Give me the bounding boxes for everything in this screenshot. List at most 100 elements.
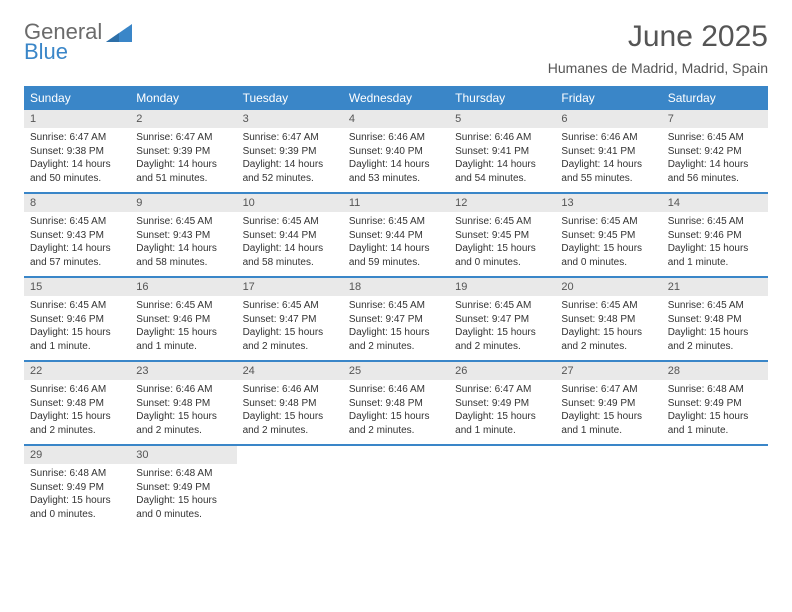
day-body: Sunrise: 6:46 AMSunset: 9:48 PMDaylight:… xyxy=(130,380,236,439)
dow-header: Wednesday xyxy=(343,86,449,110)
day-body: Sunrise: 6:46 AMSunset: 9:41 PMDaylight:… xyxy=(555,128,661,187)
day-number: 5 xyxy=(449,110,555,128)
sunset-text: Sunset: 9:48 PM xyxy=(668,313,762,327)
brand-triangle-icon xyxy=(106,24,132,42)
calendar-cell: 15Sunrise: 6:45 AMSunset: 9:46 PMDayligh… xyxy=(24,278,130,360)
calendar-cell: 10Sunrise: 6:45 AMSunset: 9:44 PMDayligh… xyxy=(237,194,343,276)
sunrise-text: Sunrise: 6:45 AM xyxy=(561,215,655,229)
day-body: Sunrise: 6:46 AMSunset: 9:40 PMDaylight:… xyxy=(343,128,449,187)
calendar-cell: 19Sunrise: 6:45 AMSunset: 9:47 PMDayligh… xyxy=(449,278,555,360)
calendar-cell: 8Sunrise: 6:45 AMSunset: 9:43 PMDaylight… xyxy=(24,194,130,276)
sunset-text: Sunset: 9:40 PM xyxy=(349,145,443,159)
day-number: 27 xyxy=(555,362,661,380)
daylight-text: Daylight: 15 hours and 1 minute. xyxy=(668,410,762,437)
calendar-cell: 12Sunrise: 6:45 AMSunset: 9:45 PMDayligh… xyxy=(449,194,555,276)
calendar-cell: 27Sunrise: 6:47 AMSunset: 9:49 PMDayligh… xyxy=(555,362,661,444)
sunset-text: Sunset: 9:49 PM xyxy=(136,481,230,495)
day-body: Sunrise: 6:47 AMSunset: 9:38 PMDaylight:… xyxy=(24,128,130,187)
day-number: 19 xyxy=(449,278,555,296)
day-number: 8 xyxy=(24,194,130,212)
calendar-cell: 29Sunrise: 6:48 AMSunset: 9:49 PMDayligh… xyxy=(24,446,130,528)
day-number: 17 xyxy=(237,278,343,296)
sunrise-text: Sunrise: 6:45 AM xyxy=(243,299,337,313)
day-number: 13 xyxy=(555,194,661,212)
sunrise-text: Sunrise: 6:47 AM xyxy=(455,383,549,397)
daylight-text: Daylight: 14 hours and 53 minutes. xyxy=(349,158,443,185)
day-body: Sunrise: 6:45 AMSunset: 9:48 PMDaylight:… xyxy=(555,296,661,355)
calendar-cell: 14Sunrise: 6:45 AMSunset: 9:46 PMDayligh… xyxy=(662,194,768,276)
sunrise-text: Sunrise: 6:47 AM xyxy=(561,383,655,397)
day-body: Sunrise: 6:45 AMSunset: 9:44 PMDaylight:… xyxy=(237,212,343,271)
sunrise-text: Sunrise: 6:46 AM xyxy=(455,131,549,145)
day-number: 29 xyxy=(24,446,130,464)
calendar-cell xyxy=(555,446,661,528)
calendar-cell: 30Sunrise: 6:48 AMSunset: 9:49 PMDayligh… xyxy=(130,446,236,528)
sunset-text: Sunset: 9:46 PM xyxy=(30,313,124,327)
calendar-cell xyxy=(343,446,449,528)
calendar-cell: 18Sunrise: 6:45 AMSunset: 9:47 PMDayligh… xyxy=(343,278,449,360)
sunrise-text: Sunrise: 6:47 AM xyxy=(136,131,230,145)
sunrise-text: Sunrise: 6:48 AM xyxy=(136,467,230,481)
calendar-cell: 7Sunrise: 6:45 AMSunset: 9:42 PMDaylight… xyxy=(662,110,768,192)
day-body: Sunrise: 6:45 AMSunset: 9:47 PMDaylight:… xyxy=(237,296,343,355)
day-number: 3 xyxy=(237,110,343,128)
dow-header: Sunday xyxy=(24,86,130,110)
day-body: Sunrise: 6:48 AMSunset: 9:49 PMDaylight:… xyxy=(130,464,236,523)
daylight-text: Daylight: 14 hours and 58 minutes. xyxy=(243,242,337,269)
daylight-text: Daylight: 14 hours and 51 minutes. xyxy=(136,158,230,185)
sunset-text: Sunset: 9:48 PM xyxy=(561,313,655,327)
sunset-text: Sunset: 9:45 PM xyxy=(455,229,549,243)
daylight-text: Daylight: 15 hours and 2 minutes. xyxy=(668,326,762,353)
day-number: 20 xyxy=(555,278,661,296)
calendar-cell: 24Sunrise: 6:46 AMSunset: 9:48 PMDayligh… xyxy=(237,362,343,444)
calendar-cell xyxy=(662,446,768,528)
sunset-text: Sunset: 9:46 PM xyxy=(668,229,762,243)
day-body: Sunrise: 6:48 AMSunset: 9:49 PMDaylight:… xyxy=(662,380,768,439)
calendar-cell: 21Sunrise: 6:45 AMSunset: 9:48 PMDayligh… xyxy=(662,278,768,360)
daylight-text: Daylight: 15 hours and 0 minutes. xyxy=(136,494,230,521)
calendar-cell: 16Sunrise: 6:45 AMSunset: 9:46 PMDayligh… xyxy=(130,278,236,360)
day-body: Sunrise: 6:45 AMSunset: 9:43 PMDaylight:… xyxy=(130,212,236,271)
location-label: Humanes de Madrid, Madrid, Spain xyxy=(548,60,768,76)
sunset-text: Sunset: 9:48 PM xyxy=(349,397,443,411)
daylight-text: Daylight: 15 hours and 1 minute. xyxy=(136,326,230,353)
day-body: Sunrise: 6:45 AMSunset: 9:43 PMDaylight:… xyxy=(24,212,130,271)
daylight-text: Daylight: 15 hours and 0 minutes. xyxy=(455,242,549,269)
day-body: Sunrise: 6:46 AMSunset: 9:41 PMDaylight:… xyxy=(449,128,555,187)
brand-logo: General Blue xyxy=(24,20,132,63)
day-number: 18 xyxy=(343,278,449,296)
day-body: Sunrise: 6:47 AMSunset: 9:39 PMDaylight:… xyxy=(130,128,236,187)
day-number: 26 xyxy=(449,362,555,380)
sunrise-text: Sunrise: 6:48 AM xyxy=(668,383,762,397)
day-body: Sunrise: 6:45 AMSunset: 9:42 PMDaylight:… xyxy=(662,128,768,187)
daylight-text: Daylight: 15 hours and 2 minutes. xyxy=(243,410,337,437)
day-number: 12 xyxy=(449,194,555,212)
sunset-text: Sunset: 9:41 PM xyxy=(561,145,655,159)
sunrise-text: Sunrise: 6:47 AM xyxy=(243,131,337,145)
sunset-text: Sunset: 9:49 PM xyxy=(561,397,655,411)
calendar-cell: 1Sunrise: 6:47 AMSunset: 9:38 PMDaylight… xyxy=(24,110,130,192)
calendar-cell: 26Sunrise: 6:47 AMSunset: 9:49 PMDayligh… xyxy=(449,362,555,444)
sunset-text: Sunset: 9:39 PM xyxy=(136,145,230,159)
calendar-cell: 23Sunrise: 6:46 AMSunset: 9:48 PMDayligh… xyxy=(130,362,236,444)
day-number: 4 xyxy=(343,110,449,128)
day-number: 21 xyxy=(662,278,768,296)
day-body: Sunrise: 6:47 AMSunset: 9:49 PMDaylight:… xyxy=(449,380,555,439)
title-block: June 2025 Humanes de Madrid, Madrid, Spa… xyxy=(548,20,768,76)
day-number: 25 xyxy=(343,362,449,380)
day-number: 30 xyxy=(130,446,236,464)
sunset-text: Sunset: 9:48 PM xyxy=(243,397,337,411)
day-number: 9 xyxy=(130,194,236,212)
day-number: 10 xyxy=(237,194,343,212)
calendar-cell: 3Sunrise: 6:47 AMSunset: 9:39 PMDaylight… xyxy=(237,110,343,192)
daylight-text: Daylight: 15 hours and 0 minutes. xyxy=(561,242,655,269)
sunset-text: Sunset: 9:49 PM xyxy=(455,397,549,411)
daylight-text: Daylight: 15 hours and 1 minute. xyxy=(455,410,549,437)
calendar-cell: 11Sunrise: 6:45 AMSunset: 9:44 PMDayligh… xyxy=(343,194,449,276)
sunrise-text: Sunrise: 6:46 AM xyxy=(30,383,124,397)
sunrise-text: Sunrise: 6:45 AM xyxy=(668,215,762,229)
sunset-text: Sunset: 9:39 PM xyxy=(243,145,337,159)
day-number: 24 xyxy=(237,362,343,380)
calendar-cell: 13Sunrise: 6:45 AMSunset: 9:45 PMDayligh… xyxy=(555,194,661,276)
sunrise-text: Sunrise: 6:46 AM xyxy=(561,131,655,145)
